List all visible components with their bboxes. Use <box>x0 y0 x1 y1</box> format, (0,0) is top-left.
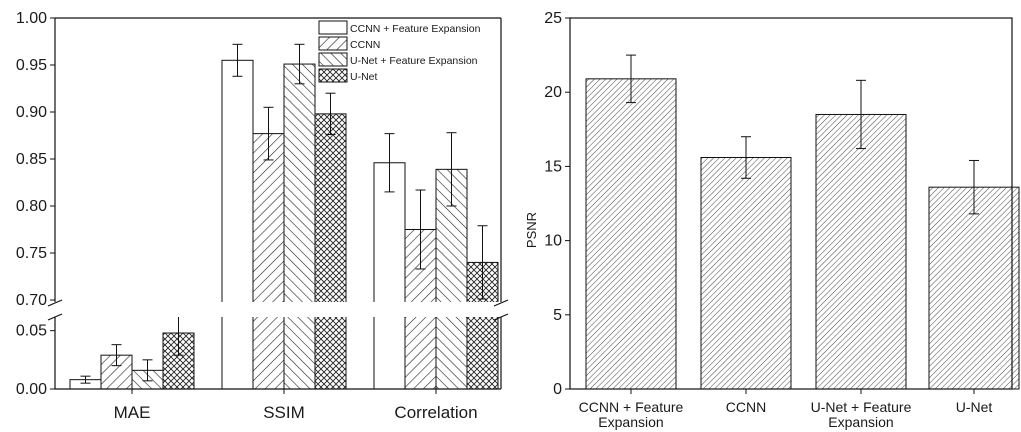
legend-label: CCNN + Feature Expansion <box>350 23 481 35</box>
y-tick-label: 0.95 <box>16 57 47 74</box>
bar <box>373 162 406 390</box>
break-mark <box>47 299 63 307</box>
y-tick-label: 15 <box>544 158 562 175</box>
bar <box>928 186 1020 390</box>
left-y-ticks: 0.70 0.75 0.80 0.85 0.90 0.95 1.00 0.00 0.05 <box>16 10 55 398</box>
bar <box>283 63 316 390</box>
break-mark <box>493 299 509 307</box>
y-tick-label: 0.85 <box>16 151 47 168</box>
right-error-bars <box>626 54 979 215</box>
x-tick-label: CCNN + Feature <box>579 399 684 415</box>
legend-label: CCNN <box>350 39 380 51</box>
y-tick-label: 0.75 <box>16 245 47 262</box>
right-y-axis-label: PSNR <box>524 212 539 248</box>
y-tick-label: 0.80 <box>16 198 47 215</box>
break-mark <box>47 313 63 321</box>
x-tick-label: Expansion <box>598 414 663 430</box>
x-tick-label: CCNN <box>726 399 766 415</box>
x-tick-label: U-Net <box>956 399 993 415</box>
x-tick-label: Expansion <box>828 414 893 430</box>
bar <box>815 113 907 390</box>
bar <box>314 113 347 390</box>
legend-swatch <box>318 68 348 83</box>
right-axes <box>569 17 1013 390</box>
x-tick-label: MAE <box>114 403 151 422</box>
bar <box>585 78 677 390</box>
y-tick-label: 5 <box>553 307 562 324</box>
y-tick-label: 25 <box>544 10 562 27</box>
axis-break-gap <box>56 302 500 317</box>
bar <box>252 133 285 390</box>
y-tick-label: 0.00 <box>16 381 47 398</box>
x-tick-label: SSIM <box>263 403 305 422</box>
right-bars <box>585 78 1020 390</box>
y-tick-label: 20 <box>544 84 562 101</box>
right-plot-frame <box>569 17 1013 390</box>
legend-swatch <box>318 20 348 35</box>
legend-swatch <box>318 36 348 51</box>
left-x-ticks: MAE SSIM Correlation <box>114 389 478 422</box>
bar <box>221 59 254 390</box>
left-bars <box>69 59 499 390</box>
right-y-ticks: 0 5 10 15 20 25 <box>544 10 570 398</box>
x-tick-label: Correlation <box>394 403 477 422</box>
legend-swatch <box>318 52 348 67</box>
bar <box>700 156 792 390</box>
legend-label: U-Net + Feature Expansion <box>350 55 478 67</box>
left-error-bars <box>56 43 500 384</box>
y-tick-label: 0 <box>553 381 562 398</box>
y-tick-label: 0.70 <box>16 292 47 309</box>
break-mark <box>493 313 509 321</box>
y-tick-label: 10 <box>544 233 562 250</box>
legend: CCNN + Feature Expansion CCNN U-Net + Feat… <box>318 20 481 83</box>
legend-label: U-Net <box>350 71 378 83</box>
left-chart: 0.70 0.75 0.80 0.85 0.90 0.95 1.00 0.00 0.05 MAE… <box>16 10 509 422</box>
y-tick-label: 1.00 <box>16 10 47 27</box>
y-tick-label: 0.05 <box>16 323 47 340</box>
y-tick-label: 0.90 <box>16 104 47 121</box>
x-tick-label: U-Net + Feature <box>811 399 912 415</box>
